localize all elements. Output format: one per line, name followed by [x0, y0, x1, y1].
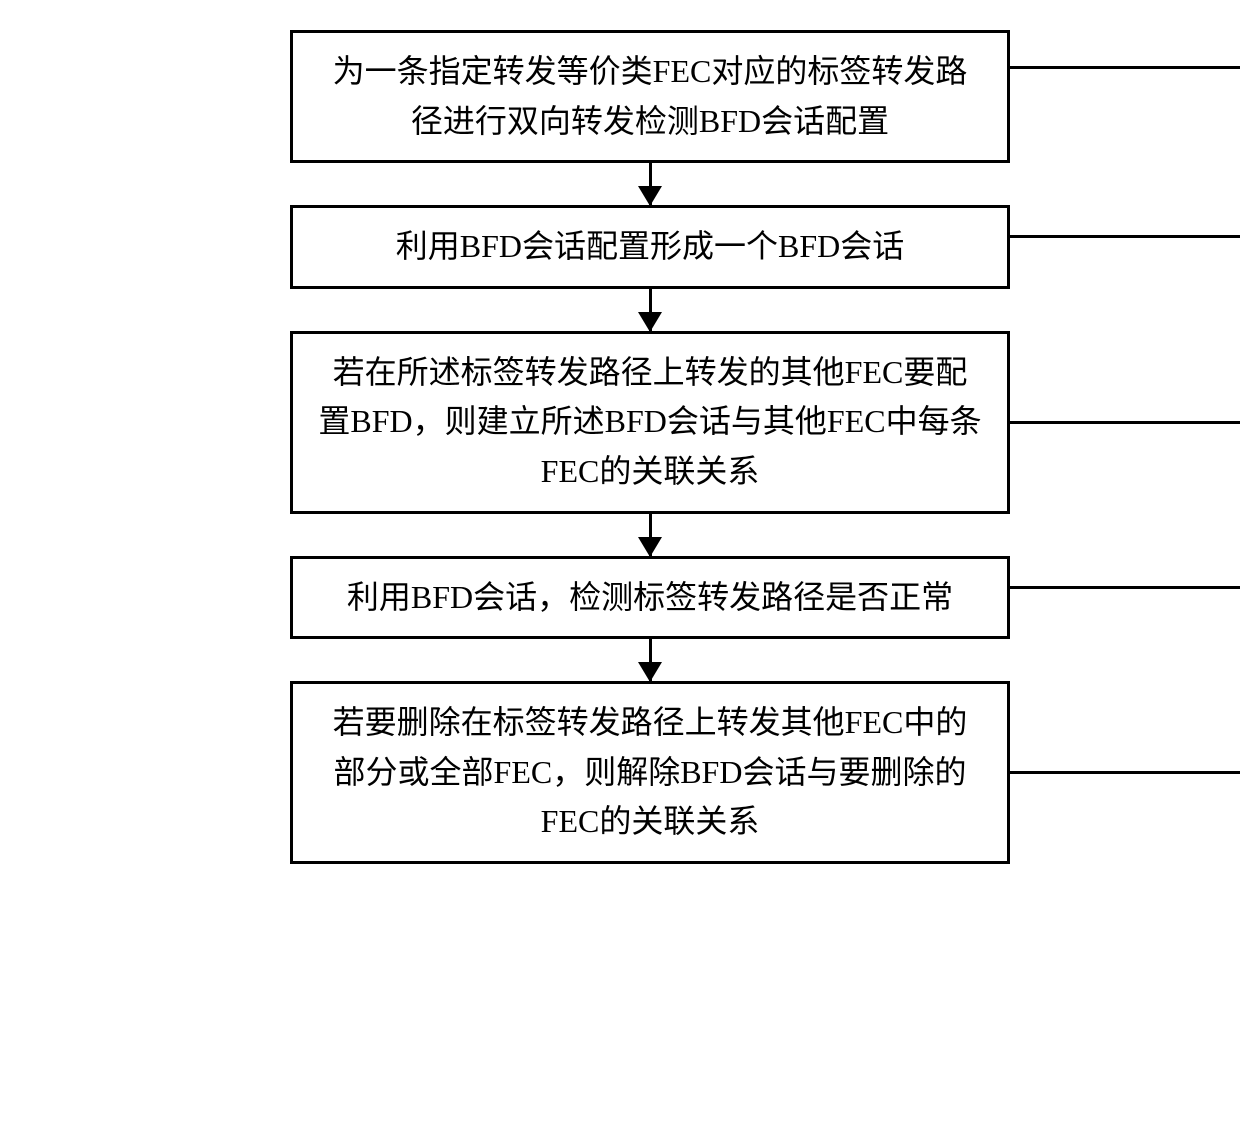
arrow-icon	[649, 639, 652, 681]
arrow-connector	[290, 514, 1010, 556]
step-box-201: 若要删除在标签转发路径上转发其他FEC中的部分或全部FEC，则解除BFD会话与要…	[290, 681, 1010, 864]
arrow-connector	[290, 163, 1010, 205]
arrow-icon	[649, 514, 652, 556]
arrow-icon	[649, 289, 652, 331]
step-text: 若要删除在标签转发路径上转发其他FEC中的部分或全部FEC，则解除BFD会话与要…	[333, 704, 968, 839]
step-box-104: 利用BFD会话，检测标签转发路径是否正常	[290, 556, 1010, 640]
step-box-101: 为一条指定转发等价类FEC对应的标签转发路径进行双向转发检测BFD会话配置	[290, 30, 1010, 163]
step-text: 利用BFD会话配置形成一个BFD会话	[396, 228, 905, 264]
step-row-102: 利用BFD会话配置形成一个BFD会话 102	[290, 205, 1010, 289]
step-text: 若在所述标签转发路径上转发的其他FEC要配置BFD，则建立所述BFD会话与其他F…	[318, 354, 981, 489]
connector-line-101	[1010, 66, 1240, 69]
connector-line-102	[1010, 235, 1240, 238]
step-row-201: 若要删除在标签转发路径上转发其他FEC中的部分或全部FEC，则解除BFD会话与要…	[290, 681, 1010, 864]
arrow-icon	[649, 163, 652, 205]
connector-line-201	[1010, 771, 1240, 774]
flowchart-container: 为一条指定转发等价类FEC对应的标签转发路径进行双向转发检测BFD会话配置 10…	[80, 30, 1220, 864]
step-text: 为一条指定转发等价类FEC对应的标签转发路径进行双向转发检测BFD会话配置	[333, 53, 968, 139]
arrow-connector	[290, 639, 1010, 681]
step-box-103: 若在所述标签转发路径上转发的其他FEC要配置BFD，则建立所述BFD会话与其他F…	[290, 331, 1010, 514]
step-row-101: 为一条指定转发等价类FEC对应的标签转发路径进行双向转发检测BFD会话配置 10…	[290, 30, 1010, 163]
step-box-102: 利用BFD会话配置形成一个BFD会话	[290, 205, 1010, 289]
connector-line-104	[1010, 586, 1240, 589]
step-text: 利用BFD会话，检测标签转发路径是否正常	[347, 579, 953, 615]
connector-line-103	[1010, 421, 1240, 424]
step-row-103: 若在所述标签转发路径上转发的其他FEC要配置BFD，则建立所述BFD会话与其他F…	[290, 331, 1010, 514]
step-row-104: 利用BFD会话，检测标签转发路径是否正常 104	[290, 556, 1010, 640]
arrow-connector	[290, 289, 1010, 331]
